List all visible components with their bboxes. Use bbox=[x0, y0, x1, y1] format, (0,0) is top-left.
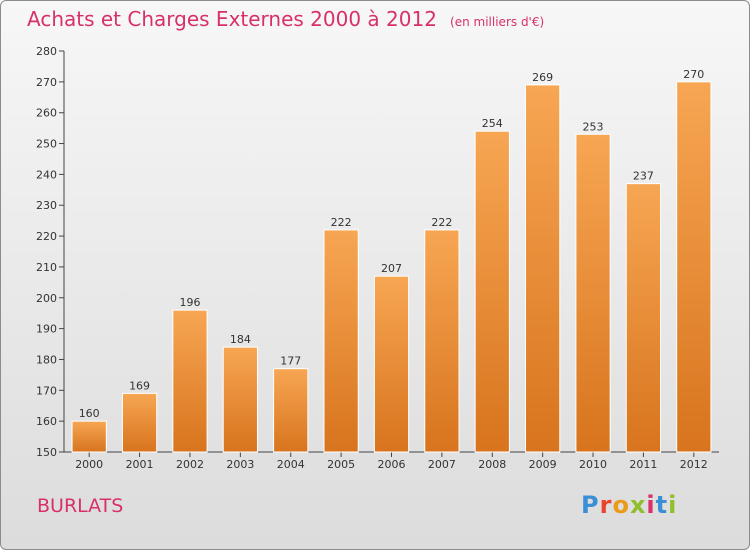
logo-letter: t bbox=[655, 491, 669, 519]
bar bbox=[121, 392, 158, 453]
x-tick-label: 2010 bbox=[579, 458, 607, 471]
axes: 150 160 170 180 190 200 210 220 230 240 250 260 270 2… bbox=[36, 45, 719, 471]
bar bbox=[525, 84, 561, 453]
x-tick-label: 2002 bbox=[176, 458, 204, 471]
logo-letter: P bbox=[581, 491, 600, 519]
y-tick-label: 220 bbox=[36, 230, 57, 243]
value-label: 254 bbox=[482, 117, 503, 130]
value-label: 169 bbox=[129, 379, 150, 392]
logo-letter: r bbox=[599, 491, 613, 519]
bar bbox=[625, 183, 662, 453]
value-label: 196 bbox=[179, 296, 200, 309]
bar bbox=[424, 229, 460, 453]
y-tick-label: 160 bbox=[36, 415, 57, 428]
y-tick-label: 260 bbox=[36, 107, 57, 120]
labels: 160 169 196 184 177 222 207 222 254 269 253 237 270 bbox=[79, 68, 705, 420]
value-label: 269 bbox=[532, 71, 553, 84]
x-tick-label: 2011 bbox=[629, 458, 657, 471]
y-tick-label: 170 bbox=[36, 384, 57, 397]
value-label: 253 bbox=[583, 120, 604, 133]
bar bbox=[323, 229, 359, 453]
title-row: Achats et Charges Externes 2000 à 2012 (… bbox=[27, 7, 544, 31]
chart-unit: (en milliers d'€) bbox=[450, 15, 545, 29]
chart-title: Achats et Charges Externes 2000 à 2012 bbox=[27, 7, 437, 31]
proxiti-logo: Proxiti bbox=[581, 491, 677, 519]
x-tick-label: 2003 bbox=[226, 458, 254, 471]
bar bbox=[71, 420, 107, 453]
place-name: BURLATS bbox=[37, 495, 124, 517]
bar bbox=[676, 81, 712, 453]
y-tick-label: 200 bbox=[36, 292, 57, 305]
bar bbox=[575, 133, 611, 453]
bar bbox=[273, 368, 309, 453]
value-label: 160 bbox=[79, 407, 100, 420]
bar bbox=[172, 309, 208, 453]
y-tick-label: 280 bbox=[36, 45, 57, 58]
logo-letter: x bbox=[629, 491, 647, 519]
x-tick-label: 2004 bbox=[277, 458, 305, 471]
x-tick-label: 2001 bbox=[126, 458, 154, 471]
x-tick-label: 2007 bbox=[428, 458, 456, 471]
y-tick-label: 180 bbox=[36, 353, 57, 366]
logo-letter: i bbox=[646, 491, 656, 519]
logo-letter: i bbox=[668, 491, 678, 519]
y-tick-label: 150 bbox=[36, 446, 57, 459]
y-tick-label: 250 bbox=[36, 138, 57, 151]
value-label: 222 bbox=[431, 216, 452, 229]
x-tick-label: 2009 bbox=[529, 458, 557, 471]
y-tick-label: 270 bbox=[36, 76, 57, 89]
x-tick-label: 2006 bbox=[378, 458, 406, 471]
value-label: 270 bbox=[683, 68, 704, 81]
bar bbox=[222, 346, 258, 453]
bar bbox=[474, 130, 510, 453]
y-tick-label: 190 bbox=[36, 323, 57, 336]
y-tick-label: 210 bbox=[36, 261, 57, 274]
logo-letter: o bbox=[612, 491, 630, 519]
bars bbox=[71, 81, 712, 453]
x-tick-label: 2008 bbox=[478, 458, 506, 471]
bar bbox=[373, 275, 410, 453]
value-label: 222 bbox=[331, 216, 352, 229]
x-tick-label: 2012 bbox=[680, 458, 708, 471]
x-tick-label: 2000 bbox=[75, 458, 103, 471]
x-tick-label: 2005 bbox=[327, 458, 355, 471]
value-label: 177 bbox=[280, 355, 301, 368]
value-label: 207 bbox=[381, 262, 402, 275]
y-tick-label: 240 bbox=[36, 168, 57, 181]
value-label: 237 bbox=[633, 170, 654, 183]
y-tick-label: 230 bbox=[36, 199, 57, 212]
value-label: 184 bbox=[230, 333, 251, 346]
